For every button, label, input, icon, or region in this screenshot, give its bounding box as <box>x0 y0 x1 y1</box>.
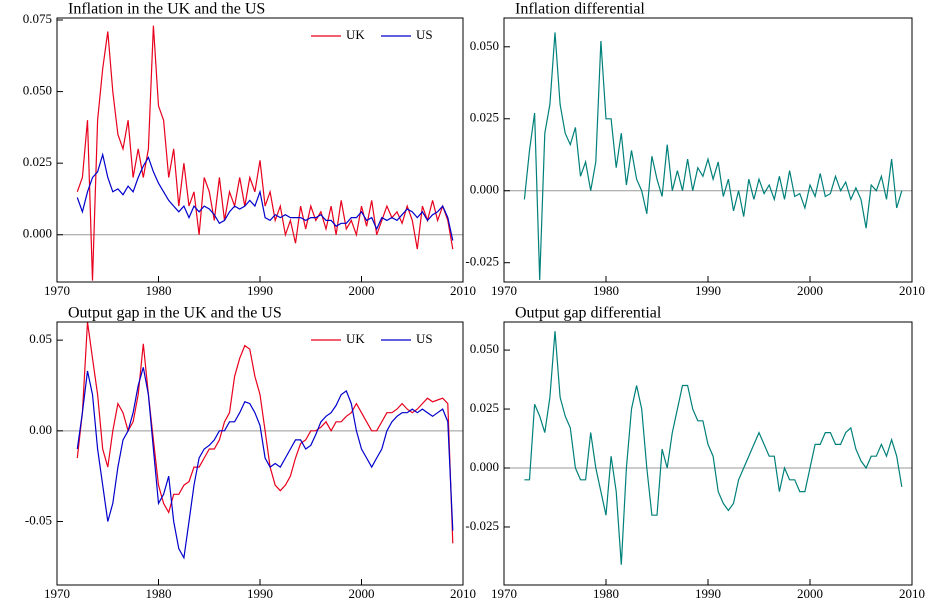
x-tick-label: 2000 <box>349 283 375 298</box>
panel-title: Inflation differential <box>515 1 645 18</box>
x-tick-label: 1970 <box>44 283 70 298</box>
x-tick-label: 1970 <box>491 283 517 298</box>
series-line <box>523 32 903 281</box>
y-tick-label: 0.050 <box>23 83 52 98</box>
plot-frame <box>56 17 464 283</box>
x-tick-label: 2010 <box>899 283 925 298</box>
x-tick-label: 1970 <box>44 586 70 601</box>
series-line <box>524 331 903 565</box>
series-line <box>76 25 454 281</box>
y-tick-label: 0.00 <box>29 422 52 437</box>
y-tick-label: 0.000 <box>23 226 52 241</box>
y-tick-label: 0.05 <box>29 331 52 346</box>
legend-label: US <box>416 27 433 42</box>
x-tick-label: 1980 <box>146 586 172 601</box>
x-tick-label: 1990 <box>247 283 273 298</box>
series-line <box>76 367 454 560</box>
x-tick-label: 1990 <box>695 283 721 298</box>
x-tick-label: 2000 <box>797 586 823 601</box>
y-tick-label: -0.025 <box>465 518 499 533</box>
x-tick-label: 2010 <box>899 586 925 601</box>
y-tick-label: 0.050 <box>470 341 499 356</box>
y-tick-label: -0.05 <box>25 513 52 528</box>
x-tick-label: 1990 <box>247 586 273 601</box>
y-tick-label: -0.025 <box>465 254 499 269</box>
panel-title: Inflation in the UK and the US <box>68 1 265 18</box>
x-tick-label: 1980 <box>593 586 619 601</box>
plot-frame <box>503 17 913 283</box>
x-tick-label: 2000 <box>797 283 823 298</box>
legend-label: UK <box>346 331 365 346</box>
y-tick-label: 0.050 <box>470 38 499 53</box>
y-tick-label: 0.000 <box>470 182 499 197</box>
plot-frame <box>503 321 913 586</box>
x-tick-label: 2010 <box>450 283 476 298</box>
plot-frame <box>56 321 464 586</box>
y-tick-label: 0.075 <box>23 11 52 26</box>
x-tick-label: 1980 <box>593 283 619 298</box>
x-tick-label: 1980 <box>146 283 172 298</box>
y-tick-label: 0.000 <box>470 459 499 474</box>
x-tick-label: 1970 <box>491 586 517 601</box>
panel-title: Output gap differential <box>515 305 662 322</box>
x-tick-label: 2010 <box>450 586 476 601</box>
y-tick-label: 0.025 <box>23 154 52 169</box>
x-tick-label: 1990 <box>695 586 721 601</box>
series-line <box>76 152 454 241</box>
y-tick-label: 0.025 <box>470 400 499 415</box>
y-tick-label: 0.025 <box>470 110 499 125</box>
panel-title: Output gap in the UK and the US <box>68 305 282 322</box>
x-tick-label: 2000 <box>349 586 375 601</box>
legend-label: UK <box>346 27 365 42</box>
series-line <box>76 321 454 544</box>
legend-label: US <box>416 331 433 346</box>
